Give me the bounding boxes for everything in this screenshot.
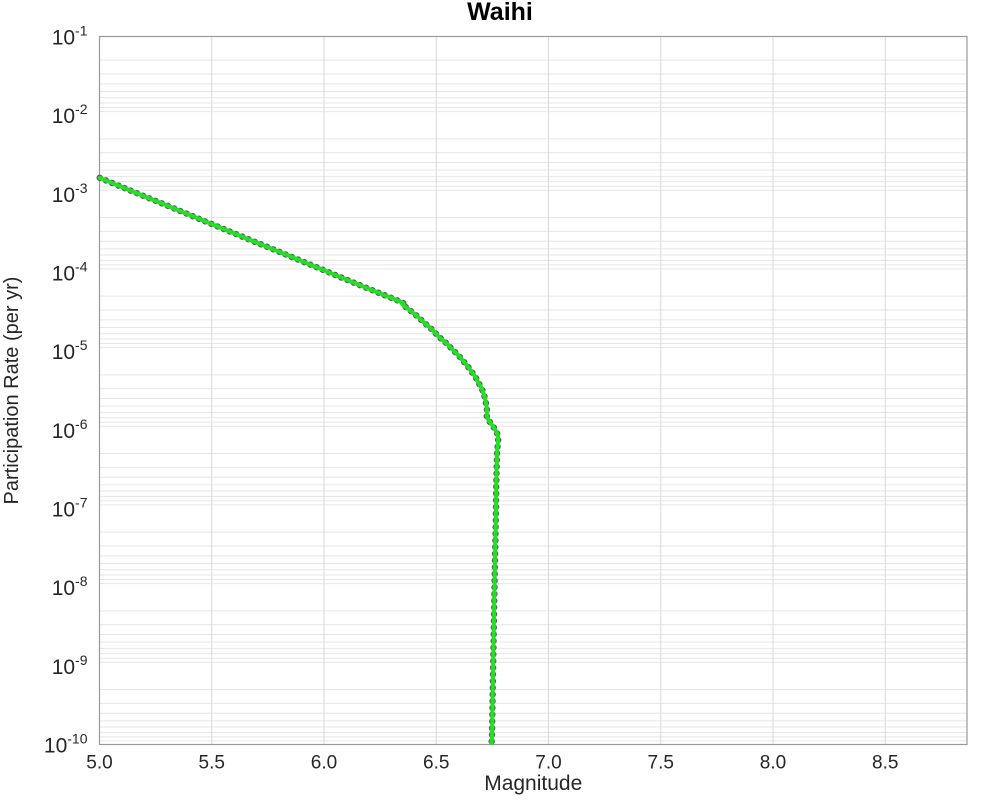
svg-text:5.5: 5.5	[199, 753, 225, 774]
svg-text:7.5: 7.5	[648, 753, 674, 774]
svg-text:8.5: 8.5	[872, 753, 898, 774]
svg-text:Participation Rate (per yr): Participation Rate (per yr)	[1, 277, 23, 505]
svg-text:Waihi: Waihi	[467, 0, 533, 26]
svg-text:7.0: 7.0	[535, 753, 561, 774]
svg-text:6.0: 6.0	[311, 753, 337, 774]
svg-text:8.0: 8.0	[760, 753, 786, 774]
svg-text:Magnitude: Magnitude	[484, 772, 582, 795]
svg-text:6.5: 6.5	[423, 753, 449, 774]
svg-text:5.0: 5.0	[86, 753, 112, 774]
